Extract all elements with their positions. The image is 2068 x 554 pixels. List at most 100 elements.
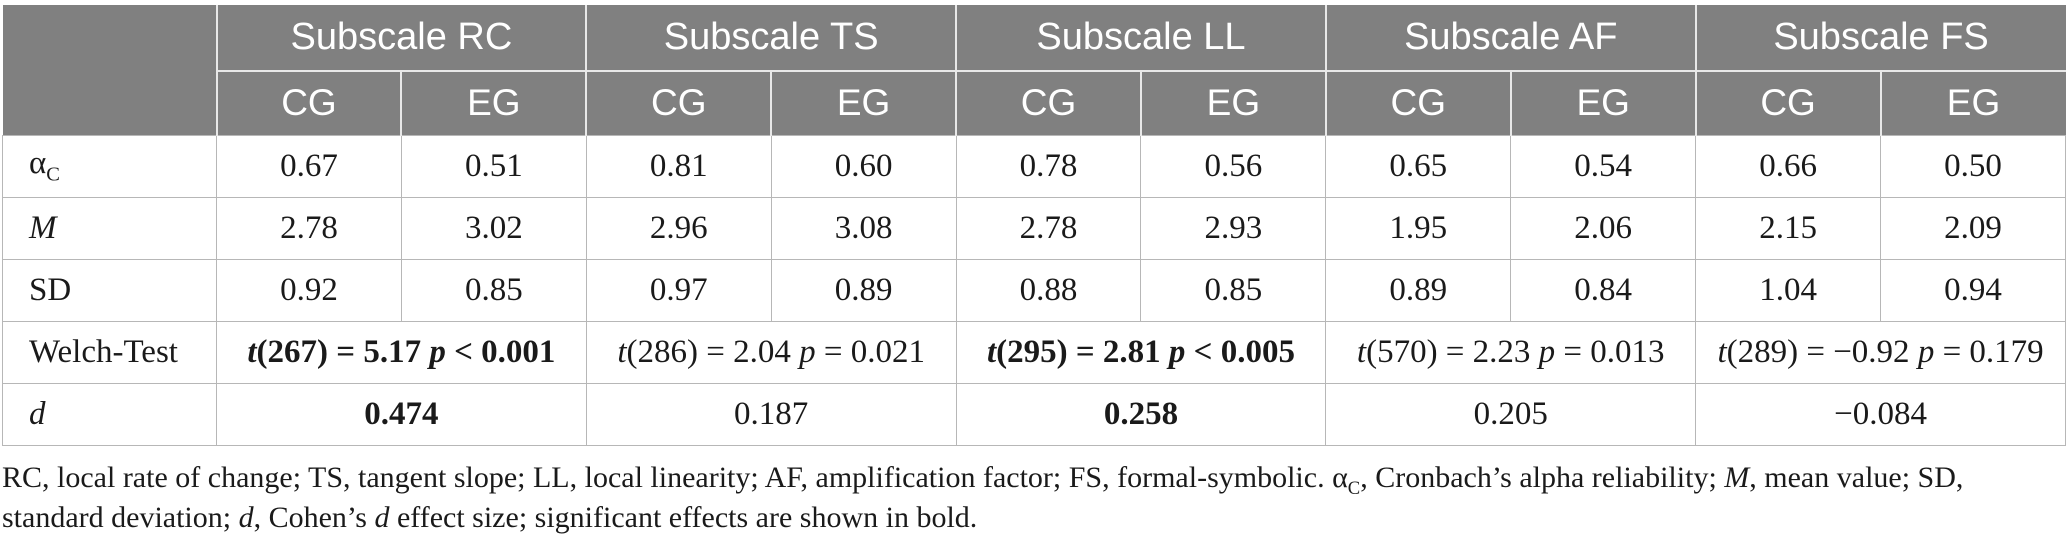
table-cell: 0.92 [216,258,402,322]
table-cell: 0.65 [1325,134,1512,198]
subcolumn-header: CG [955,71,1141,135]
table-cell: −0.084 [1695,382,2066,446]
subcolumn-header: EG [1509,71,1696,135]
table-cell: 0.205 [1325,382,1697,446]
table-row-alpha-c: αC 0.67 0.51 0.81 0.60 0.78 0.56 0.65 0.54 0.66 0.… [2,134,2066,198]
corner-cell [2,5,218,135]
text-segment: SD [29,271,72,308]
table-cell: 0.97 [585,258,772,322]
table-row-welch-test: Welch-Test t(267) = 5.17 p < 0.001 t(286) … [2,320,2066,384]
table-row-mean: M 2.78 3.02 2.96 3.08 2.78 2.93 1.95 2.06 2.15 2.0… [2,196,2066,260]
text-segment: 0.187 [734,395,809,432]
text-segment: 0.474 [364,395,439,432]
table-cell: 0.54 [1510,134,1697,198]
text-segment: , Cronbach’s alpha reliability; [1360,460,1725,494]
table-cell: 2.96 [585,196,772,260]
table-cell: 2.06 [1510,196,1697,260]
table-cell: t(289) = −0.92 p = 0.179 [1695,320,2066,384]
row-label: αC [2,134,217,198]
text-segment: 0.258 [1103,395,1179,432]
text-segment: = 0.021 [815,333,925,370]
text-segment: = 0.179 [1934,333,2044,370]
table-cell: 0.187 [585,382,957,446]
table-row-cohens-d: d 0.474 0.187 0.258 0.205 −0.084 [2,382,2066,446]
table-cell: 1.95 [1325,196,1512,260]
text-segment: = 0.013 [1555,333,1665,370]
header-row-subcolumns: CG EG CG EG CG EG CG EG CG EG [3,71,2066,135]
text-segment: −0.084 [1834,395,1927,432]
text-segment: (295) = 2.81 [996,333,1169,370]
table-cell: 0.474 [216,382,587,446]
subcolumn-header: CG [1324,71,1511,135]
text-segment: p [1538,333,1556,370]
text-segment: p [1168,333,1186,370]
header-row-groups: Subscale RC Subscale TS Subscale LL Subscal… [2,5,2066,135]
text-segment: t [247,333,257,370]
table-cell: 0.258 [955,382,1327,446]
table-cell: 0.78 [955,134,1142,198]
subcolumn-header: EG [1139,71,1326,135]
text-segment: < 0.001 [445,333,556,370]
text-segment: p [429,333,446,370]
table-cell: 2.93 [1140,196,1327,260]
footnote: RC, local rate of change; TS, tangent sl… [2,460,2064,538]
text-segment: α [29,145,47,182]
text-segment: Welch-Test [29,333,178,370]
text-segment: t [1717,333,1727,370]
text-segment: , mean value; SD, standard deviation; [2,460,1964,535]
text-segment: effect size; significant effects are sho… [389,501,978,535]
table-cell: t(286) = 2.04 p = 0.021 [585,320,957,384]
text-segment: t [617,333,627,370]
text-segment: d [374,501,390,535]
table-cell: t(295) = 2.81 p < 0.005 [955,320,1327,384]
table-cell: 0.84 [1510,258,1697,322]
table-cell: 2.09 [1880,196,2066,260]
table-cell: 0.51 [400,134,587,198]
text-segment: (570) = 2.23 [1366,333,1539,370]
text-segment: M [29,209,57,246]
table-row-sd: SD 0.92 0.85 0.97 0.89 0.88 0.85 0.89 0.84 1.04 0.… [2,258,2066,322]
table-cell: 0.85 [1140,258,1327,322]
group-header: Subscale TS [585,5,957,72]
table-cell: 0.94 [1880,258,2066,322]
text-segment: 0.205 [1473,395,1548,432]
group-header: Subscale AF [1324,5,1696,72]
table-cell: 0.60 [770,134,957,198]
table-cell: 2.78 [216,196,402,260]
text-segment: < 0.005 [1185,333,1295,370]
row-label: SD [2,258,217,322]
text-segment: (286) = 2.04 [626,333,800,370]
row-label: M [2,196,217,260]
row-label: Welch-Test [2,320,217,384]
subcolumn-header: CG [1694,71,1881,135]
table-cell: 3.02 [400,196,587,260]
text-segment: (289) = −0.92 [1726,333,1918,370]
table-cell: 0.67 [216,134,402,198]
table-cell: 0.88 [955,258,1142,322]
table-cell: t(267) = 5.17 p < 0.001 [216,320,587,384]
text-segment: C [1347,477,1361,499]
table-cell: 0.89 [1325,258,1512,322]
table-cell: 2.78 [955,196,1142,260]
text-segment: d [29,395,46,432]
statistics-table: Subscale RC Subscale TS Subscale LL Subscal… [2,5,2066,446]
text-segment: , Cohen’s [253,501,375,535]
table-cell: 0.50 [1880,134,2066,198]
text-segment: (267) = 5.17 [256,333,430,370]
text-segment: M [1724,460,1750,494]
text-segment: t [1356,333,1367,370]
text-segment: p [799,333,816,370]
subcolumn-header: CG [216,71,402,135]
text-segment: C [46,163,60,186]
text-segment: d [238,501,254,535]
paper-table-figure: Subscale RC Subscale TS Subscale LL Subscal… [0,5,2068,554]
table-cell: 0.66 [1695,134,1882,198]
group-header: Subscale FS [1694,5,2066,72]
text-segment: t [986,333,997,370]
subcolumn-header: EG [770,71,957,135]
text-segment: RC, local rate of change; TS, tangent sl… [2,460,1333,494]
table-header: Subscale RC Subscale TS Subscale LL Subscal… [2,5,2066,135]
subcolumn-header: EG [400,71,587,135]
text-segment: α [1332,460,1348,494]
text-segment: p [1917,333,1935,370]
